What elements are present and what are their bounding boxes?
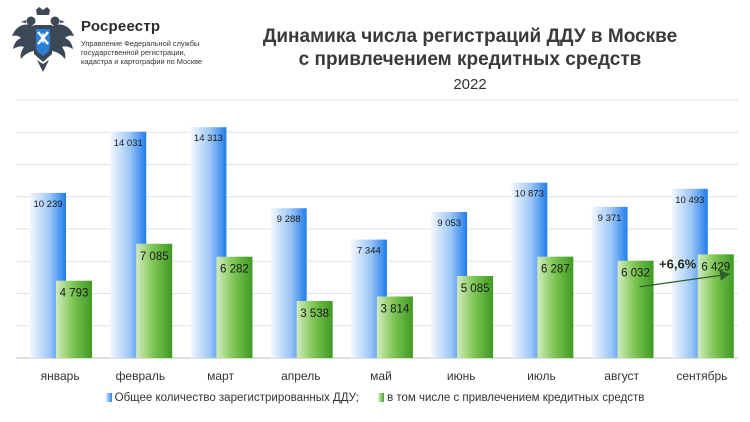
category-label: сентябрь (676, 369, 727, 383)
bar-credit (56, 280, 92, 358)
org-subtitle-line: Управление Федеральной службы (81, 39, 200, 48)
category-label: июль (527, 369, 556, 383)
category-label: август (604, 369, 639, 383)
data-label-credit: 6 429 (701, 261, 730, 273)
data-label-total: 14 031 (114, 138, 143, 149)
category-label: май (370, 369, 392, 383)
bar-credit (617, 260, 654, 358)
legend-swatch-green (378, 393, 385, 402)
data-label-credit: 3 814 (380, 303, 409, 315)
org-subtitle-line: кадастра и картографии по Москве (81, 57, 203, 66)
growth-arrow (639, 270, 731, 288)
data-label-total: 7 344 (357, 246, 381, 257)
data-label-total: 9 288 (277, 214, 301, 225)
chart-subtitle: 2022 (453, 76, 487, 93)
category-label: апрель (281, 369, 320, 383)
data-label-total: 9 053 (437, 218, 461, 229)
data-label-credit: 6 032 (621, 268, 650, 280)
category-label: март (207, 369, 234, 383)
category-label: февраль (116, 369, 166, 383)
data-label-total: 10 493 (675, 195, 704, 206)
org-subtitle: Управление Федеральной службы государств… (81, 39, 231, 66)
bar-credit (457, 276, 494, 358)
growth-annotation: +6,6% (659, 256, 697, 271)
legend-swatch-blue (105, 393, 112, 402)
category-label: июнь (447, 369, 476, 383)
chart-title: Динамика числа регистраций ДДУ в Москве … (230, 25, 710, 71)
bar-credit (136, 243, 173, 358)
category-label: январь (41, 369, 80, 383)
bar-credit (376, 296, 413, 358)
rosreestr-eagle-emblem-icon (12, 7, 74, 72)
chart-title-line: Динамика числа регистраций ДДУ в Москве (262, 26, 678, 47)
legend-item-total: Общее количество зарегистрированных ДДУ; (105, 392, 359, 404)
data-label-credit: 7 085 (140, 251, 169, 263)
logo-block: Росреестр Управление Федеральной службы … (10, 6, 225, 76)
data-label-credit: 5 085 (461, 283, 490, 295)
data-label-credit: 3 538 (300, 308, 329, 320)
data-label-credit: 6 282 (220, 264, 249, 276)
bar-credit (537, 256, 574, 358)
data-label-total: 10 873 (515, 189, 544, 200)
bar-credit (216, 256, 253, 358)
org-name: Росреестр (81, 18, 161, 35)
legend-label: Общее количество зарегистрированных ДДУ; (114, 392, 359, 404)
org-subtitle-line: государственной регистрации, (81, 48, 186, 57)
data-label-total: 10 239 (33, 199, 62, 210)
chart-legend: Общее количество зарегистрированных ДДУ;… (0, 392, 750, 404)
chart-title-line: с привлечением кредитных средств (298, 49, 642, 70)
data-label-credit: 6 287 (541, 264, 570, 276)
data-label-total: 9 371 (598, 213, 622, 224)
data-label-credit: 4 793 (60, 288, 89, 300)
legend-item-credit: в том числе с привлечением кредитных сре… (378, 392, 644, 404)
legend-label: в том числе с привлечением кредитных сре… (387, 392, 645, 404)
bar-credit (296, 300, 333, 358)
data-label-total: 14 313 (194, 133, 223, 144)
